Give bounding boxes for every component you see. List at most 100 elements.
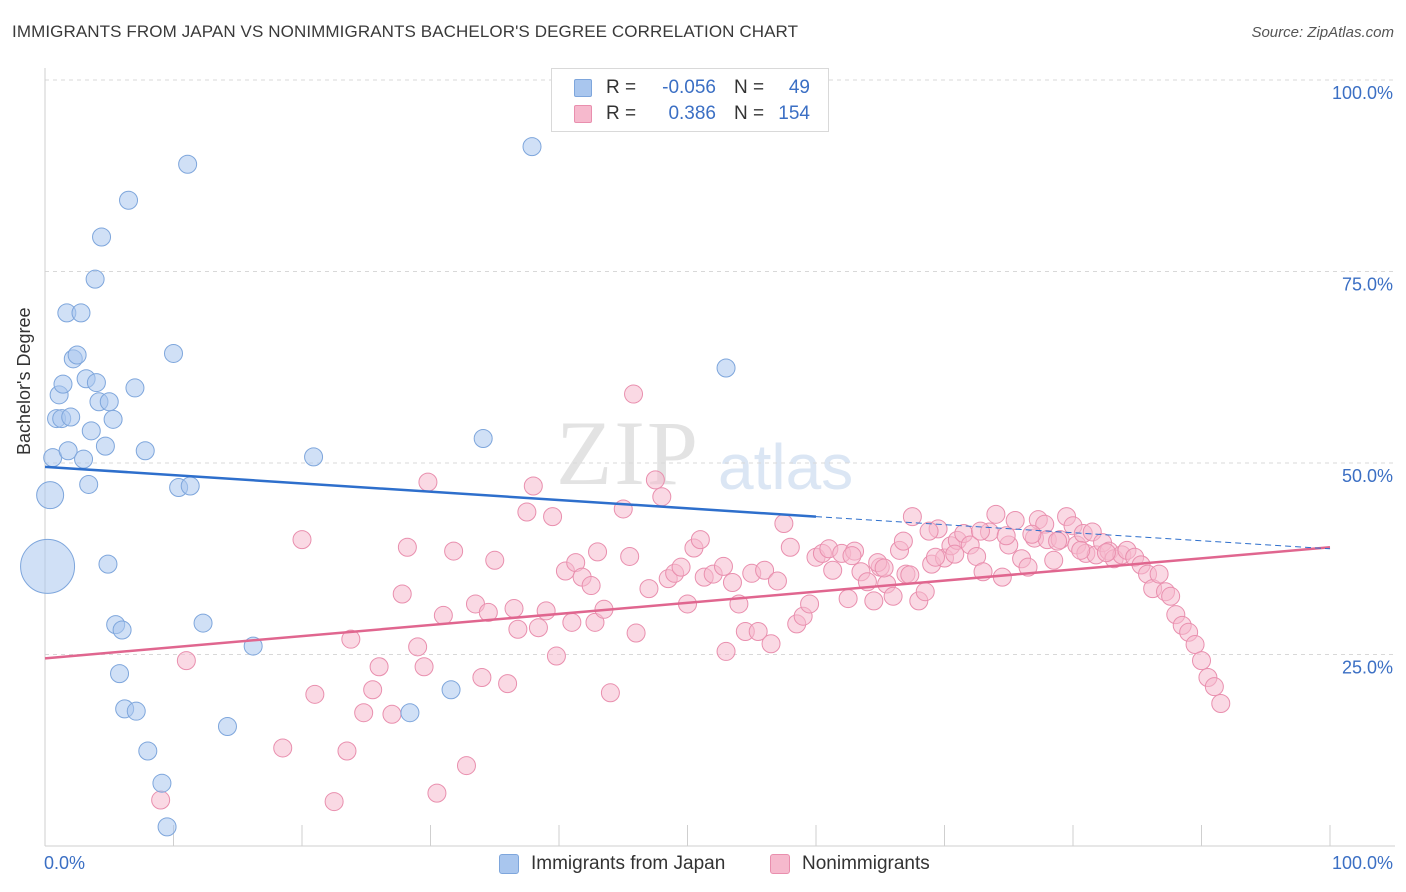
nonimmigrant-point [1161,586,1181,606]
nonimmigrant-point [755,560,775,580]
nonimmigrant-point [324,792,344,812]
nonimmigrant-point [363,680,383,700]
japan-point [716,358,736,378]
watermark-zip: ZIP [556,402,700,504]
legend-n-value: 49 [788,77,810,98]
nonimmigrant-point [581,576,601,596]
japan-point [157,817,177,837]
nonimmigrant-point [883,586,903,606]
nonimmigrant-point [1096,543,1116,563]
bottom-legend-nonimmigrants[interactable]: Nonimmigrants [770,853,930,875]
japan-point [85,269,105,289]
y-tick-label: 100.0% [1332,83,1393,103]
nonimmigrant-point [1149,564,1169,584]
nonimmigrant-point [1211,694,1231,714]
nonimmigrant-point [382,704,402,724]
bottom-legend-swatch-nonimmigrants [770,854,790,874]
japan-point [53,374,73,394]
japan-point [110,664,130,684]
japan-point [74,449,94,469]
japan-point [178,154,198,174]
japan-point [86,373,106,393]
nonimmigrant-point [864,591,884,611]
nonimmigrant-point [1192,651,1211,671]
nonimmigrant-point [842,546,862,566]
nonimmigrant-point [780,537,800,557]
nonimmigrant-point [926,547,946,567]
nonimmigrant-point [478,602,498,622]
nonimmigrant-point [986,504,1006,524]
japan-point [98,554,118,574]
nonimmigrant-point [639,579,659,599]
japan-point [473,428,493,448]
nonimmigrant-point [305,684,325,704]
nonimmigrant-point [620,546,640,566]
japan-point [92,227,112,247]
nonimmigrant-point [970,521,990,541]
nonimmigrant-point [1005,510,1025,530]
japan-point [81,421,101,441]
nonimmigrant-point [508,619,528,639]
nonimmigrant-point [838,589,858,609]
nonimmigrant-point [902,507,922,527]
nonimmigrant-point [900,565,920,585]
japan-point [112,620,132,640]
nonimmigrant-point [800,594,820,614]
legend-n-label: N = [734,77,765,98]
nonimmigrant-point [945,544,965,564]
nonimmigrant-point [874,558,894,578]
nonimmigrant-trend-line [44,546,1331,660]
japan-point [135,441,155,461]
japan-point [67,345,87,365]
japan-point [126,701,146,721]
nonimmigrant-point [1018,557,1038,577]
japan-point [103,409,123,429]
nonimmigrant-point [546,646,566,666]
japan-point [20,538,76,594]
nonimmigrant-point [498,674,518,694]
bottom-legend-label-japan: Immigrants from Japan [531,853,726,874]
japan-point [441,680,461,700]
y-axis-label: Bachelor's Degree [14,307,34,455]
japan-point [95,436,115,456]
nonimmigrant-point [543,507,563,527]
japan-point [61,407,81,427]
legend-row-nonimmigrants: R = 0.386 N = 154 [574,103,810,125]
nonimmigrant-point [517,502,537,522]
nonimmigrant-point [151,790,171,810]
japan-point [152,773,172,793]
nonimmigrant-point [369,657,389,677]
nonimmigrant-point [292,530,312,550]
japan-point [125,378,145,398]
nonimmigrant-point [456,756,476,776]
chart-source: Source: ZipAtlas.com [1251,24,1394,41]
japan-point [217,717,237,737]
nonimmigrant-point [624,384,644,404]
nonimmigrant-point [427,783,447,803]
nonimmigrant-point [893,531,913,551]
nonimmigrant-point [823,560,843,580]
legend-r-label: R = [606,103,637,124]
japan-point [71,303,91,323]
nonimmigrant-point [600,683,620,703]
bottom-legend-swatch-japan [499,854,519,874]
nonimmigrant-point [1022,524,1042,544]
nonimmigrant-point [1204,677,1224,697]
legend-r-value: 0.386 [668,103,716,124]
japan-trend-extension [815,516,1331,550]
nonimmigrant-point [444,541,464,561]
bottom-legend-japan[interactable]: Immigrants from Japan [499,853,725,875]
nonimmigrant-point [408,637,428,657]
bottom-legend-label-nonimmigrants: Nonimmigrants [802,853,930,874]
legend-swatch-nonimmigrants [574,105,592,123]
nonimmigrant-point [722,572,742,592]
nonimmigrant-point [562,612,582,632]
nonimmigrant-point [919,521,939,541]
nonimmigrant-point [1071,540,1091,560]
nonimmigrant-point [996,526,1016,546]
nonimmigrant-point [626,623,646,643]
y-tick-label: 25.0% [1342,658,1393,678]
nonimmigrant-point [915,582,935,602]
nonimmigrant-point [652,487,672,507]
japan-point [138,741,158,761]
